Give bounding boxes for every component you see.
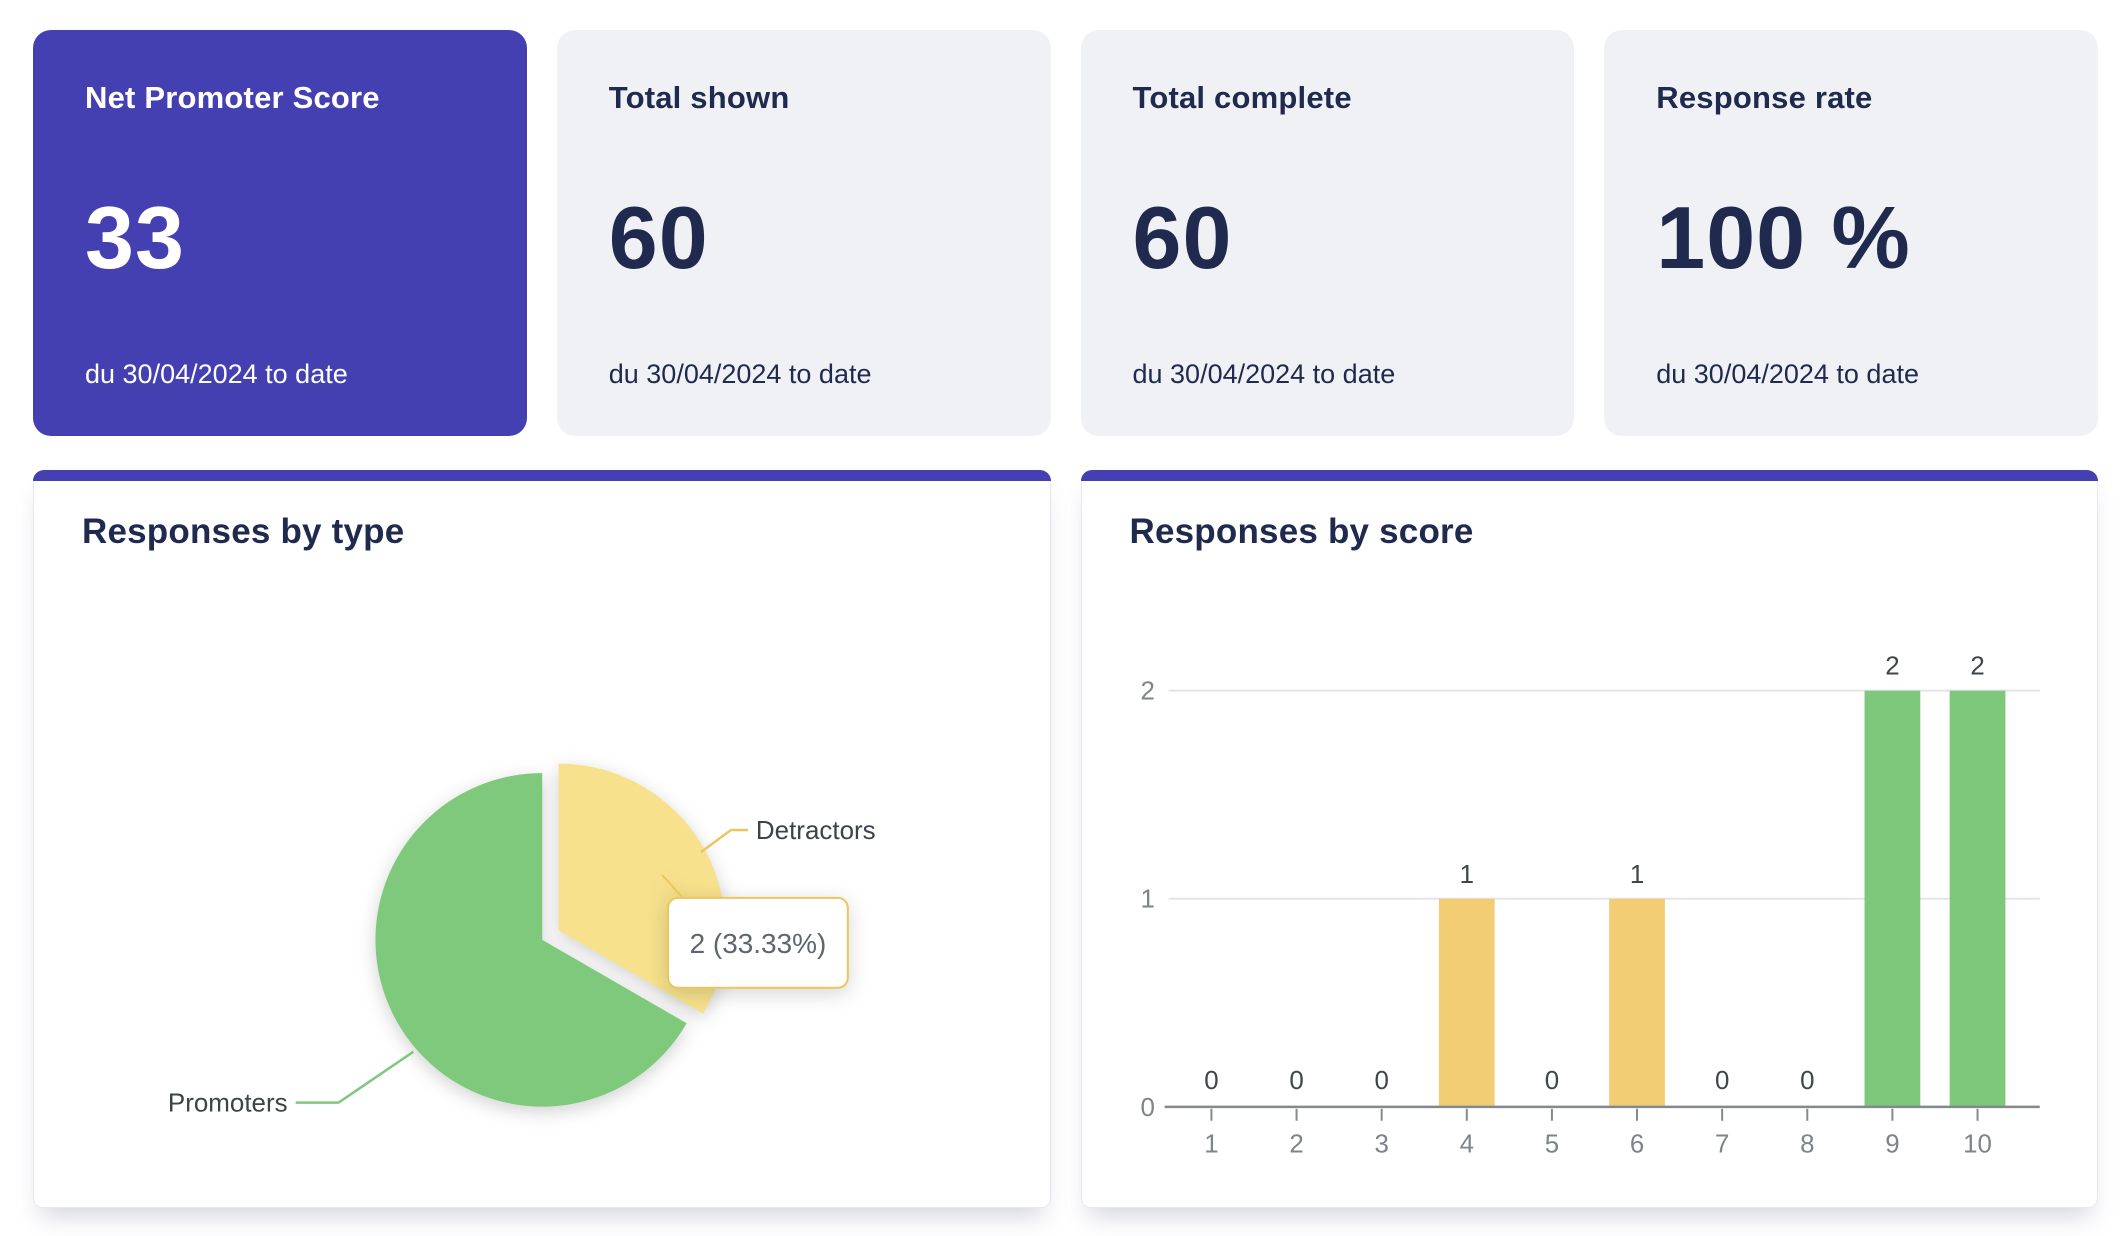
bar-data-label-4: 1 [1459,861,1473,889]
y-tick-label-2: 2 [1140,678,1154,706]
bar-score-10[interactable] [1949,690,2005,1107]
bar-data-label-2: 0 [1289,1067,1303,1095]
kpi-period: du 30/04/2024 to date [1656,359,1919,389]
kpi-row: Net Promoter Score 33 du 30/04/2024 to d… [33,30,2098,436]
pie-tooltip-box [667,896,849,989]
pie-tooltip-pointer [661,874,684,899]
card-accent-bar [1080,470,2098,481]
pie-slice-label-detractors: Detractors [756,815,876,845]
x-tick-label-8: 8 [1800,1131,1814,1159]
kpi-value: 100 % [1656,187,1911,287]
responses-by-type-card: Responses by type Detractors Promoters 2 (… [33,470,1051,1208]
bar-data-label-1: 0 [1204,1067,1218,1095]
bar-data-label-8: 0 [1800,1067,1814,1095]
kpi-card-total-shown[interactable]: Total shown 60 du 30/04/2024 to date [556,30,1051,436]
y-tick-label-1: 1 [1140,886,1154,914]
kpi-card-net-promoter-score[interactable]: Net Promoter Score 33 du 30/04/2024 to d… [33,30,527,436]
kpi-title: Total complete [1132,80,1352,115]
x-tick-label-2: 2 [1289,1131,1303,1159]
bar-score-4[interactable] [1438,898,1495,1107]
y-tick-label-0: 0 [1140,1094,1154,1122]
kpi-period: du 30/04/2024 to date [85,359,348,389]
pie-tooltip-value: 2 (33.33%) [690,928,827,959]
x-tick-label-6: 6 [1629,1131,1643,1159]
pie-tooltip: 2 (33.33%) [661,874,849,989]
kpi-card-total-complete[interactable]: Total complete 60 du 30/04/2024 to date [1080,30,1575,436]
pie-label-leader-promoters [295,1050,415,1104]
kpi-value: 33 [85,187,185,287]
bar-data-label-6: 1 [1629,861,1643,889]
bar-data-label-7: 0 [1714,1067,1728,1095]
kpi-title: Total shown [608,80,790,115]
kpi-title: Response rate [1656,80,1873,115]
bar-data-label-5: 0 [1544,1067,1558,1095]
responses-by-type-pie-chart: Detractors Promoters 2 (33.33%) [168,763,876,1118]
bar-chart-title: Responses by score [1129,512,1474,551]
kpi-title: Net Promoter Score [85,80,380,115]
bar-data-label-3: 0 [1374,1067,1388,1095]
kpi-period: du 30/04/2024 to date [1132,359,1396,389]
kpi-value: 60 [608,187,709,287]
pie-slice-label-promoters: Promoters [168,1088,288,1118]
bar-score-6[interactable] [1608,898,1665,1107]
pie-chart-title: Responses by type [82,512,405,551]
x-tick-label-7: 7 [1714,1131,1728,1159]
responses-by-score-card: Responses by score 0 1 2 1 2 3 4 5 6 7 8 9 10 0 0 0 1 0 1 0… [1080,470,2098,1208]
bar-data-label-9: 2 [1885,653,1899,681]
bar-score-9[interactable] [1864,690,1920,1107]
x-tick-label-5: 5 [1544,1131,1558,1159]
chart-row: Responses by type Detractors Promoters 2 (… [33,470,2098,1208]
bar-data-label-10: 2 [1970,653,1984,681]
x-tick-label-9: 9 [1885,1131,1899,1159]
card-accent-bar [33,470,1051,481]
pie-label-leader-detractors [700,828,748,853]
kpi-card-response-rate[interactable]: Response rate 100 % du 30/04/2024 to dat… [1604,30,2098,436]
kpi-value: 60 [1132,187,1233,287]
x-tick-label-4: 4 [1459,1131,1473,1159]
x-tick-label-1: 1 [1204,1131,1218,1159]
kpi-period: du 30/04/2024 to date [608,359,872,389]
x-tick-label-10: 10 [1963,1131,1992,1159]
x-tick-label-3: 3 [1374,1131,1388,1159]
pie-slice-promoters[interactable] [375,773,687,1107]
